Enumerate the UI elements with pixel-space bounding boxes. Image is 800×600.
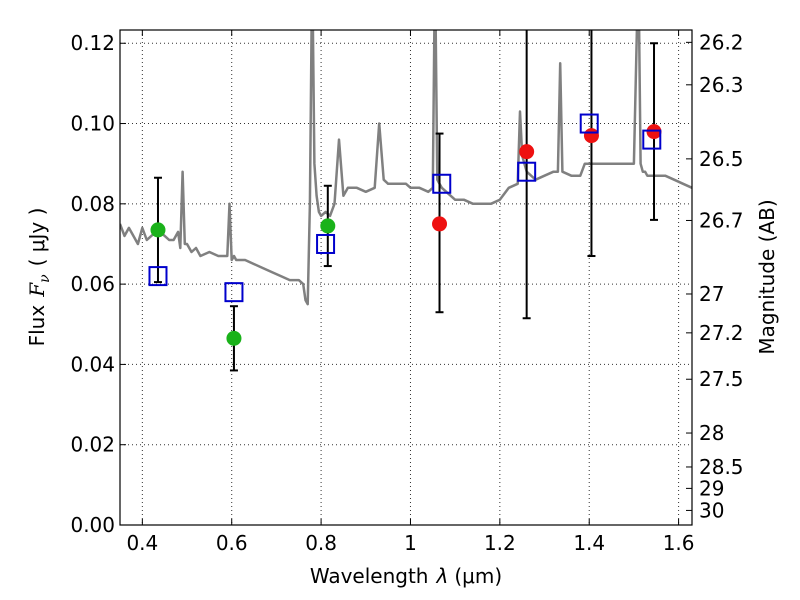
x-axis-title: Wavelength λ (μm)	[310, 564, 502, 588]
right-tick-label: 27.2	[699, 321, 744, 345]
right-tick-label: 26.3	[699, 73, 744, 97]
model-photometry-point	[579, 113, 599, 134]
model-photometry-point	[316, 233, 336, 254]
observed-point	[519, 144, 535, 160]
right-tick-label: 28	[699, 421, 724, 445]
y-tick-label: 0.08	[70, 192, 115, 216]
right-tick-label: 27	[699, 282, 724, 306]
observed-point	[583, 128, 599, 144]
model-spectrum-line	[120, 30, 692, 306]
x-tick-label: 0.8	[305, 531, 337, 555]
right-tick-label: 30	[699, 498, 724, 522]
y-axis-title: FluxFν( μJy )	[25, 208, 53, 347]
x-tick-label: 1	[404, 531, 417, 555]
model-photometry-point	[517, 161, 537, 182]
observed-point	[150, 222, 166, 238]
x-tick-label: 1.4	[573, 531, 605, 555]
model-photometry-point	[642, 129, 662, 150]
model-photometry-point	[148, 266, 168, 287]
y-tick-label: 0.04	[70, 352, 115, 376]
x-axis: 0.4 0.6 0.8 1 1.2 1.4 1.6	[126, 30, 695, 555]
model-photometry-point	[224, 282, 244, 303]
right-tick-label: 26.7	[699, 208, 744, 232]
y-tick-label: 0.06	[70, 272, 115, 296]
marker-layer	[148, 30, 662, 372]
plot-area	[120, 30, 692, 525]
observed-point	[432, 216, 448, 232]
plot-frame	[119, 29, 693, 526]
data-layer	[120, 30, 692, 306]
y-tick-label: 0.10	[70, 112, 115, 136]
right-tick-label: 26.2	[699, 30, 744, 54]
x-tick-label: 0.6	[216, 531, 248, 555]
x-tick-label: 1.2	[484, 531, 516, 555]
right-tick-label: 27.5	[699, 367, 744, 391]
y-tick-label: 0.00	[70, 513, 115, 537]
right-tick-label: 29	[699, 476, 724, 500]
y-axis: 0.00 0.02 0.04 0.06 0.08 0.10 0.12	[70, 31, 126, 537]
x-tick-label: 1.6	[663, 531, 695, 555]
y-tick-label: 0.02	[70, 433, 115, 457]
observed-point	[226, 330, 242, 346]
right-tick-label: 28.5	[699, 455, 744, 479]
observed-point	[320, 218, 336, 234]
model-photometry-point	[432, 173, 452, 194]
y-tick-label: 0.12	[70, 31, 115, 55]
x-tick-label: 0.4	[126, 531, 158, 555]
right-tick-label: 26.5	[699, 147, 744, 171]
right-axis-title: Magnitude (AB)	[755, 199, 779, 354]
